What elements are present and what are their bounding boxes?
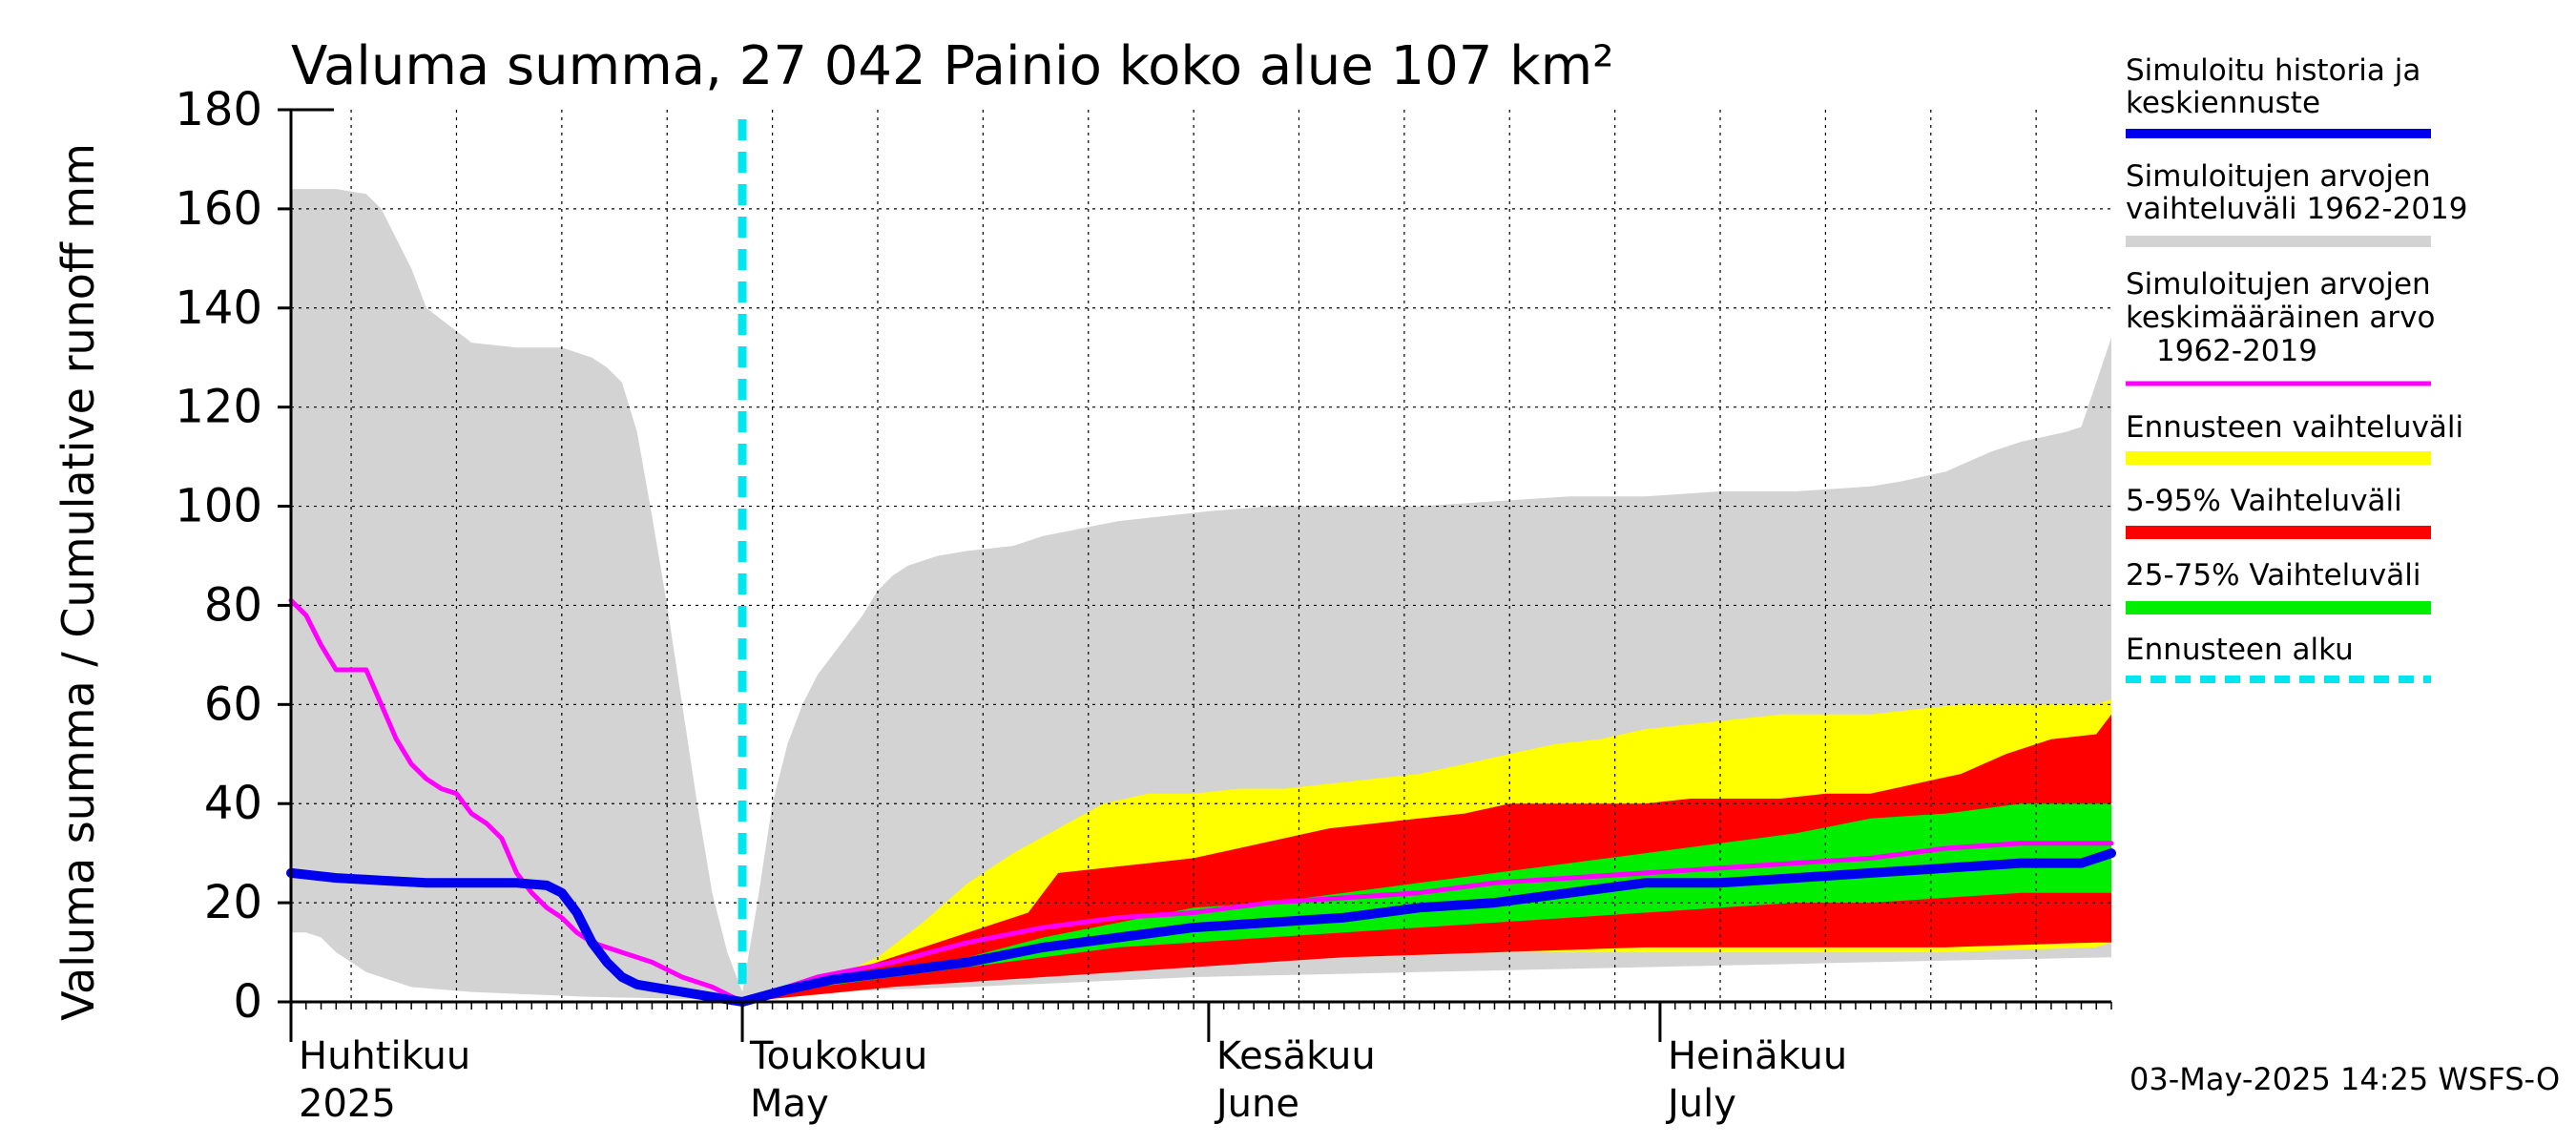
chart-title: Valuma summa, 27 042 Painio koko alue 10… [291, 35, 1614, 97]
x-month-label: Heinäkuu [1668, 1034, 1847, 1078]
y-tick-label: 100 [175, 480, 262, 533]
plot-area [286, 110, 2116, 1007]
y-tick-label: 140 [175, 281, 262, 335]
y-tick-label: 120 [175, 381, 262, 434]
legend-item-forecast-start: Ennusteen alku [2126, 633, 2431, 683]
x-month-sublabel: 2025 [299, 1082, 396, 1126]
x-month-label: Huhtikuu [299, 1034, 470, 1078]
legend-label-median-1: Simuloitu historia ja [2126, 53, 2420, 88]
y-tick-label: 40 [204, 777, 262, 830]
legend-label-forecast-range: Ennusteen vaihteluväli [2126, 410, 2463, 445]
legend-item-median: Simuloitu historia ja keskiennuste [2126, 53, 2431, 138]
legend-item-p5-95: 5-95% Vaihteluväli [2126, 484, 2431, 539]
y-axis-label: Valuma summa / Cumulative runoff mm [52, 143, 104, 1021]
y-tick-label: 20 [204, 876, 262, 929]
legend-item-forecast-range: Ennusteen vaihteluväli [2126, 410, 2463, 465]
legend-item-hist-range: Simuloitujen arvojen vaihteluväli 1962-2… [2126, 159, 2467, 247]
y-tick-label: 0 [233, 975, 262, 1029]
y-tick-label: 60 [204, 677, 262, 731]
x-month-label: Kesäkuu [1216, 1034, 1376, 1078]
legend-label-mean-3: 1962-2019 [2156, 334, 2317, 368]
footer-timestamp: 03-May-2025 14:25 WSFS-O [2129, 1061, 2560, 1097]
legend-label-hist-range-1: Simuloitujen arvojen [2126, 159, 2431, 194]
legend-label-median-2: keskiennuste [2126, 86, 2320, 120]
legend-item-mean: Simuloitujen arvojen keskimääräinen arvo… [2126, 267, 2435, 386]
x-month-sublabel: May [750, 1082, 829, 1126]
y-tick-label: 160 [175, 182, 262, 236]
legend-label-mean-1: Simuloitujen arvojen [2126, 267, 2431, 302]
legend-label-p25-75: 25-75% Vaihteluväli [2126, 558, 2421, 593]
legend-label-hist-range-2: vaihteluväli 1962-2019 [2126, 192, 2467, 226]
legend: Simuloitu historia ja keskiennuste Simul… [2126, 53, 2467, 683]
mean-line [288, 597, 2114, 1005]
x-month-label: Toukokuu [749, 1034, 927, 1078]
x-month-sublabel: July [1665, 1082, 1736, 1126]
y-tick-label: 180 [175, 83, 262, 136]
legend-label-mean-2: keskimääräinen arvo [2126, 301, 2435, 335]
legend-label-p5-95: 5-95% Vaihteluväli [2126, 484, 2402, 518]
y-tick-label: 80 [204, 578, 262, 632]
x-month-sublabel: June [1214, 1082, 1299, 1126]
legend-item-p25-75: 25-75% Vaihteluväli [2126, 558, 2431, 614]
legend-label-forecast-start: Ennusteen alku [2126, 633, 2354, 667]
grid-lines [291, 110, 2111, 1002]
median-forecast-line [286, 848, 2116, 1007]
